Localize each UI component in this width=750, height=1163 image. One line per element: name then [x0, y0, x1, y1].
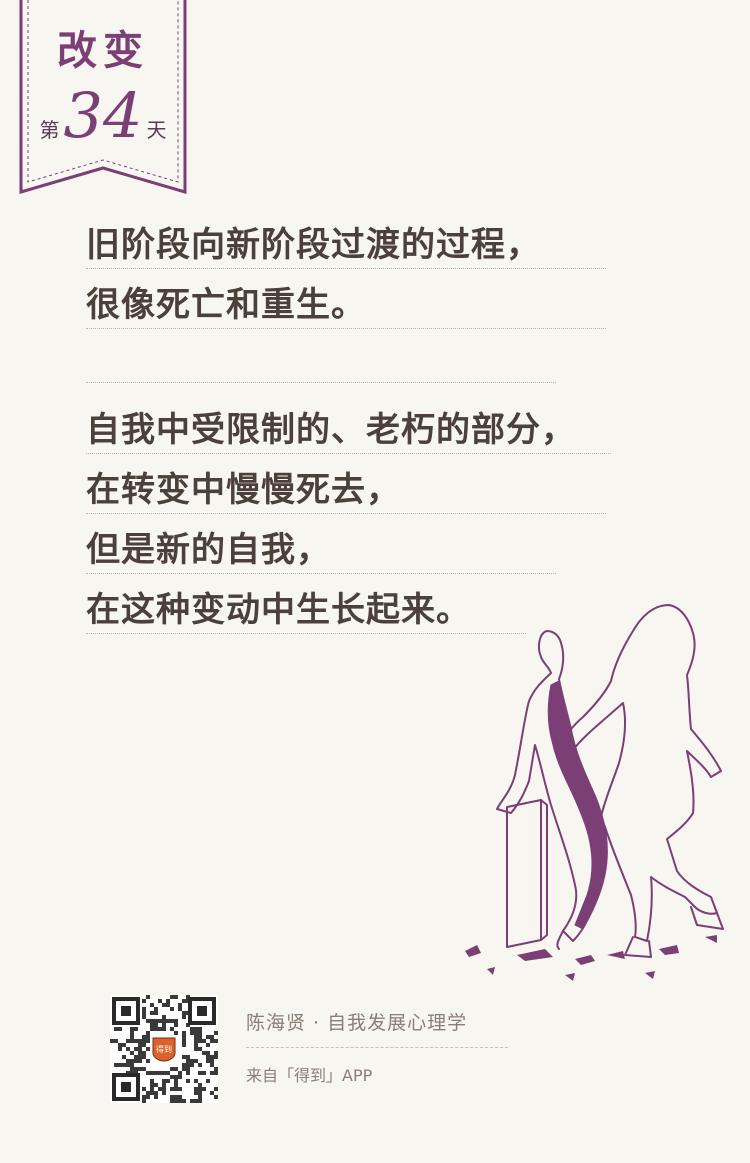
shadow-silhouette	[547, 680, 608, 930]
badge-title: 改变	[57, 28, 149, 74]
quote-line: 很像死亡和重生。	[86, 282, 606, 329]
quote-line: 自我中受限制的、老朽的部分，	[86, 407, 611, 454]
day-badge: 改变 第 34 天	[19, 0, 187, 195]
badge-day-suffix: 天	[146, 118, 167, 142]
badge-day-number: 34	[63, 79, 143, 152]
qr-logo-text: 得到	[156, 1044, 172, 1054]
shield-logo-icon	[152, 1037, 176, 1062]
quote-line: 在这种变动中生长起来。	[86, 587, 526, 634]
quote-line: 但是新的自我，	[86, 527, 556, 574]
quote-text: 旧阶段向新阶段过渡的过程， 很像死亡和重生。 自我中受限制的、老朽的部分， 在转…	[86, 222, 626, 647]
badge-day-count: 第 34 天	[19, 79, 187, 152]
badge-banner-shape	[19, 0, 187, 195]
pedestal	[506, 799, 542, 948]
paragraph-divider	[86, 382, 556, 383]
quote-line: 在转变中慢慢死去，	[86, 467, 606, 514]
qr-code: 得到	[110, 995, 218, 1103]
author-course: 陈海贤 · 自我发展心理学	[246, 1008, 508, 1048]
footer-info: 陈海贤 · 自我发展心理学 来自「得到」APP	[246, 1008, 508, 1086]
source-app: 来自「得到」APP	[246, 1066, 373, 1085]
quote-line: 旧阶段向新阶段过渡的过程，	[86, 222, 606, 269]
transformation-illustration	[465, 604, 724, 981]
badge-day-prefix: 第	[39, 118, 60, 142]
